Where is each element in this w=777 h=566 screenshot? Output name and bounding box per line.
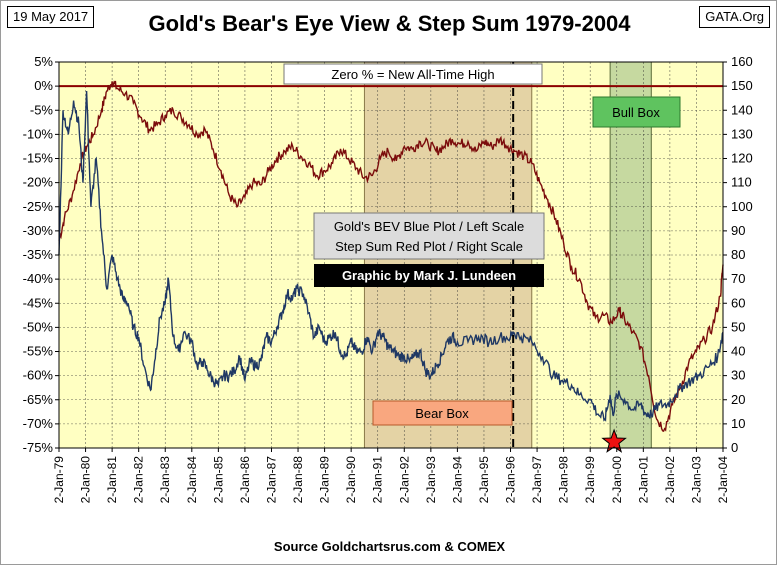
y-right-tick-label: 120 [731, 151, 753, 166]
y-right-tick-label: 60 [731, 295, 745, 310]
y-left-tick-label: -60% [23, 368, 54, 383]
y-right-tick-label: 0 [731, 440, 738, 455]
y-left-tick-label: 5% [34, 54, 53, 69]
credit-text: Graphic by Mark J. Lundeen [342, 268, 516, 283]
y-left-tick-label: 0% [34, 78, 53, 93]
x-tick-label: 2-Jan-01 [636, 456, 650, 504]
y-left-tick-label: -55% [23, 344, 54, 359]
y-left-tick-label: -35% [23, 247, 54, 262]
x-tick-label: 2-Jan-90 [344, 456, 358, 504]
y-right-tick-label: 80 [731, 247, 745, 262]
x-tick-label: 2-Jan-89 [318, 456, 332, 504]
x-tick-label: 2-Jan-02 [663, 456, 677, 504]
legend-bev-text: Gold's BEV Blue Plot / Left Scale [334, 219, 524, 234]
y-right-tick-label: 50 [731, 319, 745, 334]
overlay-layer: Zero % = New All-Time High Gold's BEV Blu… [283, 62, 681, 453]
y-right-tick-label: 20 [731, 392, 745, 407]
x-tick-label: 2-Jan-99 [583, 456, 597, 504]
x-tick-label: 2-Jan-87 [264, 456, 278, 504]
series-step-sum-line [58, 80, 724, 432]
y-left-tick-label: -5% [30, 102, 54, 117]
bear-box-label-bg [372, 400, 513, 426]
legend-box [313, 212, 545, 260]
star-marker [601, 428, 627, 453]
x-tick-label: 2-Jan-86 [238, 456, 252, 504]
y-left-tick-label: -70% [23, 416, 54, 431]
series-bev-line [58, 90, 724, 422]
x-tick-label: 2-Jan-93 [424, 456, 438, 504]
y-right-tick-label: 90 [731, 223, 745, 238]
y-right-tick-label: 100 [731, 199, 753, 214]
y-left-tick-label: -50% [23, 319, 54, 334]
x-tick-label: 2-Jan-81 [105, 456, 119, 504]
bull-box-label: Bull Box [612, 105, 660, 120]
y-left-tick-label: -40% [23, 271, 54, 286]
y-right-tick-label: 130 [731, 126, 753, 141]
source-note: Source Goldchartsrus.com & COMEX [273, 539, 506, 554]
y-right-tick-label: 160 [731, 54, 753, 69]
y-left-tick-label: -65% [23, 392, 54, 407]
site-label: GATA.Org [699, 6, 770, 28]
x-tick-label: 2-Jan-03 [689, 456, 703, 504]
y-right-tick-label: 150 [731, 78, 753, 93]
x-tick-label: 2-Jan-92 [397, 456, 411, 504]
x-tick-label: 2-Jan-96 [504, 456, 518, 504]
y-left-tick-label: -20% [23, 175, 54, 190]
zero-note-box [283, 63, 543, 85]
date-label: 19 May 2017 [7, 6, 95, 28]
y-left-tick-label: -75% [23, 440, 54, 455]
y-right-tick-label: 140 [731, 102, 753, 117]
x-tick-label: 2-Jan-04 [716, 456, 730, 504]
y-right-tick-label: 70 [731, 271, 745, 286]
bear-box-label: Bear Box [415, 406, 469, 421]
x-tick-label: 2-Jan-91 [371, 456, 385, 504]
x-tick-label: 2-Jan-95 [477, 456, 491, 504]
x-tick-label: 2-Jan-79 [52, 456, 66, 504]
y-right-tick-label: 40 [731, 344, 745, 359]
axes-layer: 5% 0% -5% -10% -15% -20% -25% -30% -35% -40% -45% -… [23, 54, 753, 503]
series-layer [58, 80, 724, 432]
y-left-tick-label: -15% [23, 151, 54, 166]
y-left-tick-label: -25% [23, 199, 54, 214]
chart-title: Gold's Bear's Eye View & Step Sum 1979-2… [148, 11, 631, 36]
y-right-tick-label: 10 [731, 416, 745, 431]
x-tick-label: 2-Jan-94 [450, 456, 464, 504]
x-tick-label: 2-Jan-84 [185, 456, 199, 504]
x-tick-label: 2-Jan-97 [530, 456, 544, 504]
y-right-tick-label: 110 [731, 175, 752, 190]
x-tick-label: 2-Jan-88 [291, 456, 305, 504]
zero-note-text: Zero % = New All-Time High [331, 67, 494, 82]
y-left-tick-label: -45% [23, 295, 54, 310]
x-tick-label: 2-Jan-83 [158, 456, 172, 504]
x-tick-label: 2-Jan-85 [211, 456, 225, 504]
bull-box-label-bg [592, 96, 681, 128]
x-tick-label: 2-Jan-98 [557, 456, 571, 504]
x-tick-label: 2-Jan-82 [132, 456, 146, 504]
y-left-tick-label: -30% [23, 223, 54, 238]
legend-stepsum-text: Step Sum Red Plot / Right Scale [335, 239, 523, 254]
credit-box [314, 264, 544, 287]
y-right-tick-label: 30 [731, 368, 745, 383]
y-left-tick-label: -10% [23, 126, 54, 141]
x-tick-label: 2-Jan-00 [610, 456, 624, 504]
x-tick-label: 2-Jan-80 [79, 456, 93, 504]
